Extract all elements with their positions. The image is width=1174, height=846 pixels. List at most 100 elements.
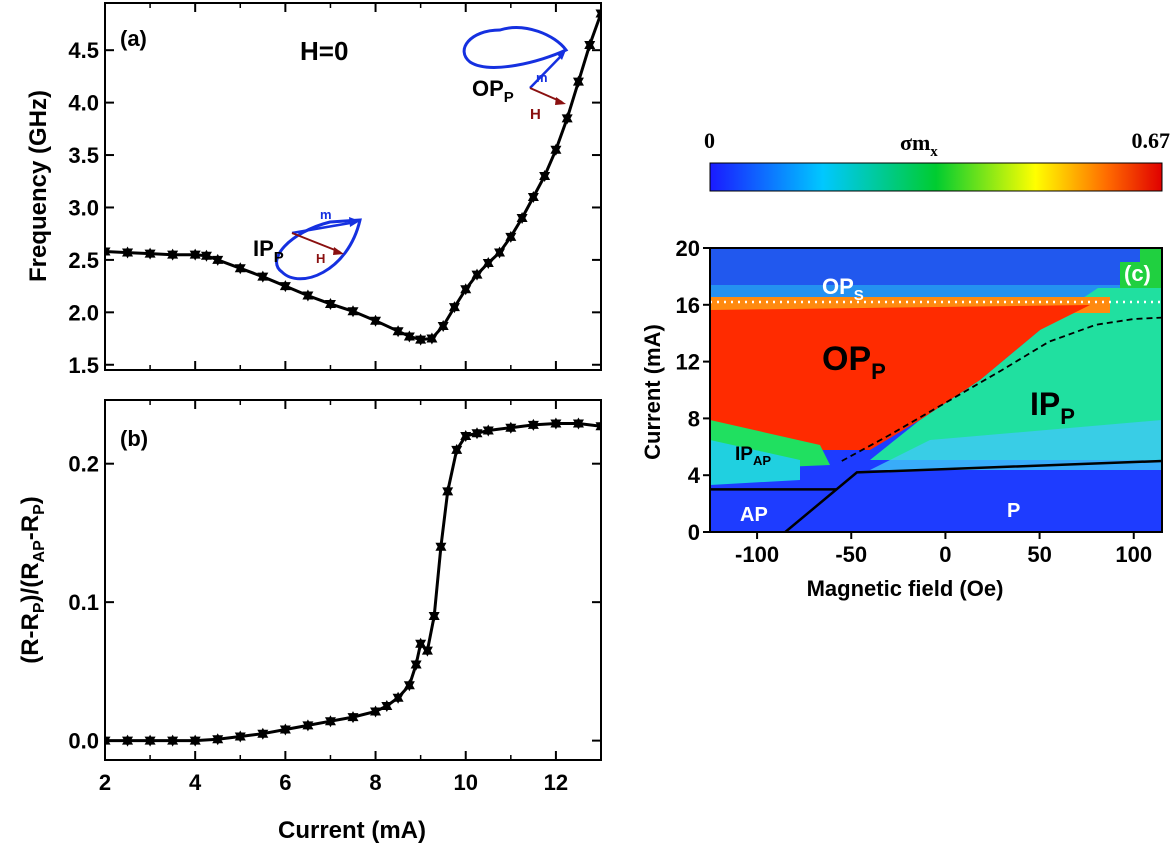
data-point-down xyxy=(572,419,584,430)
panel-a-ylabel: Frequency (GHz) xyxy=(25,90,52,282)
data-point-down xyxy=(471,429,483,440)
op-p-orbit xyxy=(462,26,569,69)
data-point-down xyxy=(505,232,517,243)
y-tick-label: 2.5 xyxy=(68,248,99,273)
data-point-down xyxy=(189,250,201,261)
data-point-down xyxy=(460,432,472,442)
ip-p-inset: IPP m H xyxy=(253,207,362,281)
x-tick-label: 100 xyxy=(1115,542,1152,567)
op-m-label: m xyxy=(536,70,548,85)
m-arrow-head xyxy=(349,217,360,227)
panel-a-frame xyxy=(104,2,602,371)
x-tick-label: 50 xyxy=(1027,542,1051,567)
data-point-down xyxy=(527,420,539,431)
data-point-down xyxy=(595,422,601,433)
y-tick-label: 1.5 xyxy=(68,353,99,378)
data-point-down xyxy=(257,272,269,283)
panel-c-ylabel: Current (mA) xyxy=(640,324,665,460)
heatmap xyxy=(710,248,1162,532)
data-point-down xyxy=(370,316,382,327)
data-point-down xyxy=(167,736,179,747)
data-point-down xyxy=(257,729,269,740)
m-vector-arrow-op xyxy=(529,53,564,89)
panel-c-label: (c) xyxy=(1124,261,1151,286)
region-ip-p: IPP xyxy=(1030,386,1075,429)
region-ip-ap: IPAP xyxy=(735,444,771,468)
x-tick-label: 12 xyxy=(544,770,568,795)
data-point-down xyxy=(122,248,134,259)
y-tick-label: 3.5 xyxy=(68,143,99,168)
data-point-down xyxy=(189,736,201,747)
y-tick-label: 0.0 xyxy=(68,729,99,754)
data-point-down xyxy=(370,707,382,718)
y-tick-label: 4.0 xyxy=(68,91,99,116)
data-point-down xyxy=(550,419,562,430)
data-point-down xyxy=(234,732,246,743)
data-point-down xyxy=(212,735,224,746)
x-tick-label: 10 xyxy=(453,770,477,795)
y-tick-label: 4.5 xyxy=(68,38,99,63)
colorbar-min-label: 0 xyxy=(704,128,715,153)
x-tick-label: 2 xyxy=(99,770,111,795)
y-tick-label: 8 xyxy=(688,406,700,431)
data-point-down xyxy=(324,717,336,728)
data-point-down xyxy=(550,145,562,156)
h-arrow-head xyxy=(333,247,344,255)
data-point-down xyxy=(451,445,463,456)
data-point-down xyxy=(122,736,134,747)
op-p-label: OPP xyxy=(472,76,514,106)
data-point-down xyxy=(527,192,539,203)
colorbar-title: σmx xyxy=(900,130,938,160)
p-boundary-line xyxy=(784,459,1162,532)
data-point-down xyxy=(381,702,393,712)
h-arrow-head-op xyxy=(555,97,566,105)
data-point-down xyxy=(516,213,528,224)
region-op-p: OPP xyxy=(822,340,886,384)
data-point-down xyxy=(392,327,404,338)
data-point-down xyxy=(403,681,415,692)
panel-a: 1.5 2.0 2.5 3.0 3.5 4.0 4.5 (a) H=0 Frequency … xyxy=(25,2,602,378)
data-point-down xyxy=(403,332,415,343)
data-point-down xyxy=(428,612,440,622)
data-point-down xyxy=(302,291,314,302)
y-tick-label: 0.1 xyxy=(68,590,99,615)
data-point-down xyxy=(415,335,427,346)
op-ip-boundary-dashed xyxy=(841,316,1162,462)
m-arrow-head-op xyxy=(556,50,566,60)
data-point-down xyxy=(144,736,156,747)
data-point-down xyxy=(505,423,517,434)
x-tick-label: 4 xyxy=(189,770,202,795)
x-tick-label: 0 xyxy=(939,542,951,567)
panel-b-frame xyxy=(104,399,602,761)
colorbar xyxy=(709,162,1163,192)
panel-b-label: (b) xyxy=(120,426,148,451)
op-h-label: H xyxy=(530,106,541,123)
y-tick-label: 20 xyxy=(676,236,700,261)
data-point-down xyxy=(595,9,601,20)
panel-c-xlabel: Magnetic field (Oe) xyxy=(807,576,1004,601)
data-point-down xyxy=(324,299,336,310)
ip-m-label: m xyxy=(320,207,332,222)
data-point-down xyxy=(426,334,438,345)
region-ap: AP xyxy=(740,504,768,526)
y-tick-label: 0 xyxy=(688,520,700,545)
data-point-down xyxy=(448,303,460,314)
data-point-down xyxy=(494,248,506,259)
data-point-down xyxy=(437,321,449,332)
data-point-down xyxy=(561,114,573,125)
y-tick-label: 2.0 xyxy=(68,300,99,325)
m-vector-arrow xyxy=(291,220,357,235)
data-point-down xyxy=(482,426,494,437)
x-tick-label: -50 xyxy=(835,542,867,567)
x-tick-label: 6 xyxy=(279,770,291,795)
region-op-s: OPS xyxy=(822,274,864,304)
panel-b-ylabel: (R-RP)/(RAP-RP) xyxy=(17,496,48,664)
region-p: P xyxy=(1007,500,1020,522)
colorbar-max-label: 0.67 xyxy=(1132,128,1171,153)
data-point-down xyxy=(347,307,359,318)
op-p-inset: OPP m H xyxy=(462,26,569,123)
panel-c: 0 0.67 σmx -100 -50 0 50 100 0 4 8 12 16 20 (c) OP… xyxy=(640,128,1170,601)
data-point-down xyxy=(482,259,494,270)
data-point-down xyxy=(435,542,447,553)
